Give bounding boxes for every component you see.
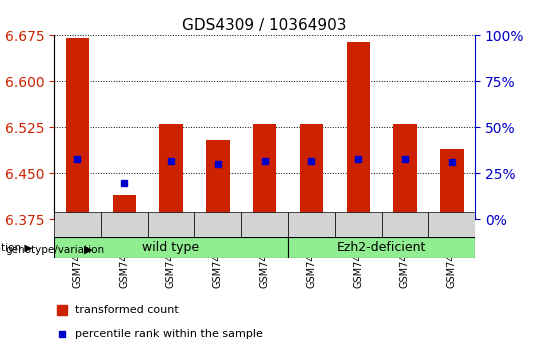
FancyBboxPatch shape: [54, 237, 288, 258]
Text: wild type: wild type: [143, 241, 200, 254]
FancyBboxPatch shape: [54, 212, 101, 237]
Text: Ezh2-deficient: Ezh2-deficient: [337, 241, 426, 254]
Bar: [440, 149, 463, 219]
Title: GDS4309 / 10364903: GDS4309 / 10364903: [183, 18, 347, 33]
Bar: [206, 140, 230, 219]
Text: percentile rank within the sample: percentile rank within the sample: [75, 329, 263, 339]
FancyBboxPatch shape: [194, 212, 241, 237]
FancyBboxPatch shape: [335, 212, 382, 237]
FancyBboxPatch shape: [428, 212, 475, 237]
Bar: [66, 39, 89, 219]
Text: ▶: ▶: [84, 245, 92, 255]
FancyBboxPatch shape: [101, 212, 147, 237]
Bar: [253, 124, 276, 219]
FancyBboxPatch shape: [382, 212, 428, 237]
Text: transformed count: transformed count: [75, 305, 179, 315]
Bar: [159, 124, 183, 219]
Bar: [300, 124, 323, 219]
FancyBboxPatch shape: [147, 212, 194, 237]
FancyBboxPatch shape: [288, 237, 475, 258]
Bar: [393, 124, 417, 219]
Text: genotype/variation ▶: genotype/variation ▶: [0, 243, 32, 253]
FancyBboxPatch shape: [288, 212, 335, 237]
Text: genotype/variation: genotype/variation: [5, 245, 105, 255]
Bar: [112, 195, 136, 219]
Bar: [347, 41, 370, 219]
FancyBboxPatch shape: [241, 212, 288, 237]
